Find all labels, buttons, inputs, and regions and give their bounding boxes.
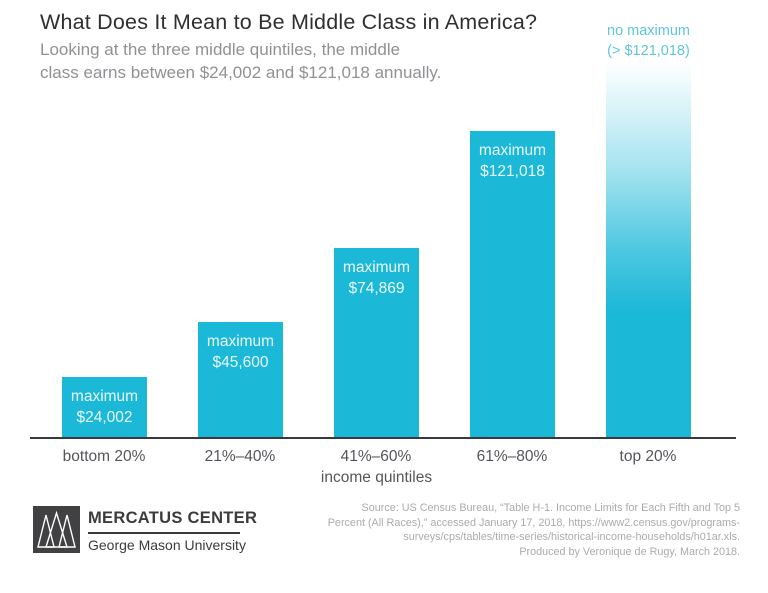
bar-label-line-1: maximum <box>70 388 139 405</box>
chart-title: What Does It Mean to Be Middle Class in … <box>40 10 538 34</box>
bar-label-line-2: $121,018 <box>480 163 545 180</box>
source-attribution: Source: US Census Bureau, “Table H-1. In… <box>320 501 740 559</box>
bar-21-40: maximum $45,600 <box>198 322 283 438</box>
bar-label-line-1: maximum <box>206 333 275 350</box>
chart-subtitle: Looking at the three middle quintiles, t… <box>40 38 520 84</box>
bar-61-80: maximum $121,018 <box>470 131 555 438</box>
x-axis-title: income quintiles <box>320 469 433 486</box>
bar-label-line-2: $24,002 <box>76 409 133 426</box>
source-line-4: Produced by Veronique de Rugy, March 201… <box>519 545 740 558</box>
bar-value-label: maximum $24,002 <box>62 377 147 428</box>
bar-label-line-1: maximum <box>478 142 547 159</box>
logo-subname: George Mason University <box>88 536 246 553</box>
no-maximum-annotation-line-1: no maximum <box>607 23 690 39</box>
bar-value-label: maximum $121,018 <box>470 131 555 182</box>
x-axis-tick-label-top-20: top 20% <box>619 448 677 465</box>
logo-name: MERCATUS CENTER <box>88 509 258 527</box>
logo-divider <box>88 532 240 534</box>
bar-value-label: maximum $45,600 <box>198 322 283 373</box>
bar-top-20 <box>606 62 691 438</box>
x-axis-tick-label-bottom-20: bottom 20% <box>62 448 146 465</box>
chart-subtitle-line-2: class earns between $24,002 and $121,018… <box>40 63 442 82</box>
no-maximum-annotation-line-2: (> $121,018) <box>607 43 690 59</box>
mercatus-triangles-icon <box>33 506 80 553</box>
source-line-1: Source: US Census Bureau, “Table H-1. In… <box>361 502 740 514</box>
bar-label-line-2: $45,600 <box>212 354 269 371</box>
no-maximum-annotation: no maximum (> $121,018) <box>577 21 720 61</box>
bar-value-label: maximum $74,869 <box>334 248 419 299</box>
x-axis-tick-label-41-60: 41%–60% <box>340 448 412 465</box>
bar-label-line-2: $74,869 <box>348 280 405 297</box>
source-line-2: Percent (All Races),” accessed January 1… <box>327 516 740 529</box>
bar-bottom-20: maximum $24,002 <box>62 377 147 438</box>
mercatus-logo-text: MERCATUS CENTER George Mason University <box>88 506 257 553</box>
mercatus-logo: MERCATUS CENTER George Mason University <box>33 506 257 553</box>
x-axis-line <box>30 437 736 439</box>
source-line-3: surveys/cps/tables/time-series/historica… <box>403 531 740 544</box>
bar-label-line-1: maximum <box>342 259 411 276</box>
x-axis-tick-label-21-40: 21%–40% <box>204 448 276 465</box>
bar-41-60: maximum $74,869 <box>334 248 419 438</box>
x-axis-tick-label-61-80: 61%–80% <box>476 448 548 465</box>
chart-subtitle-line-1: Looking at the three middle quintiles, t… <box>40 40 401 59</box>
